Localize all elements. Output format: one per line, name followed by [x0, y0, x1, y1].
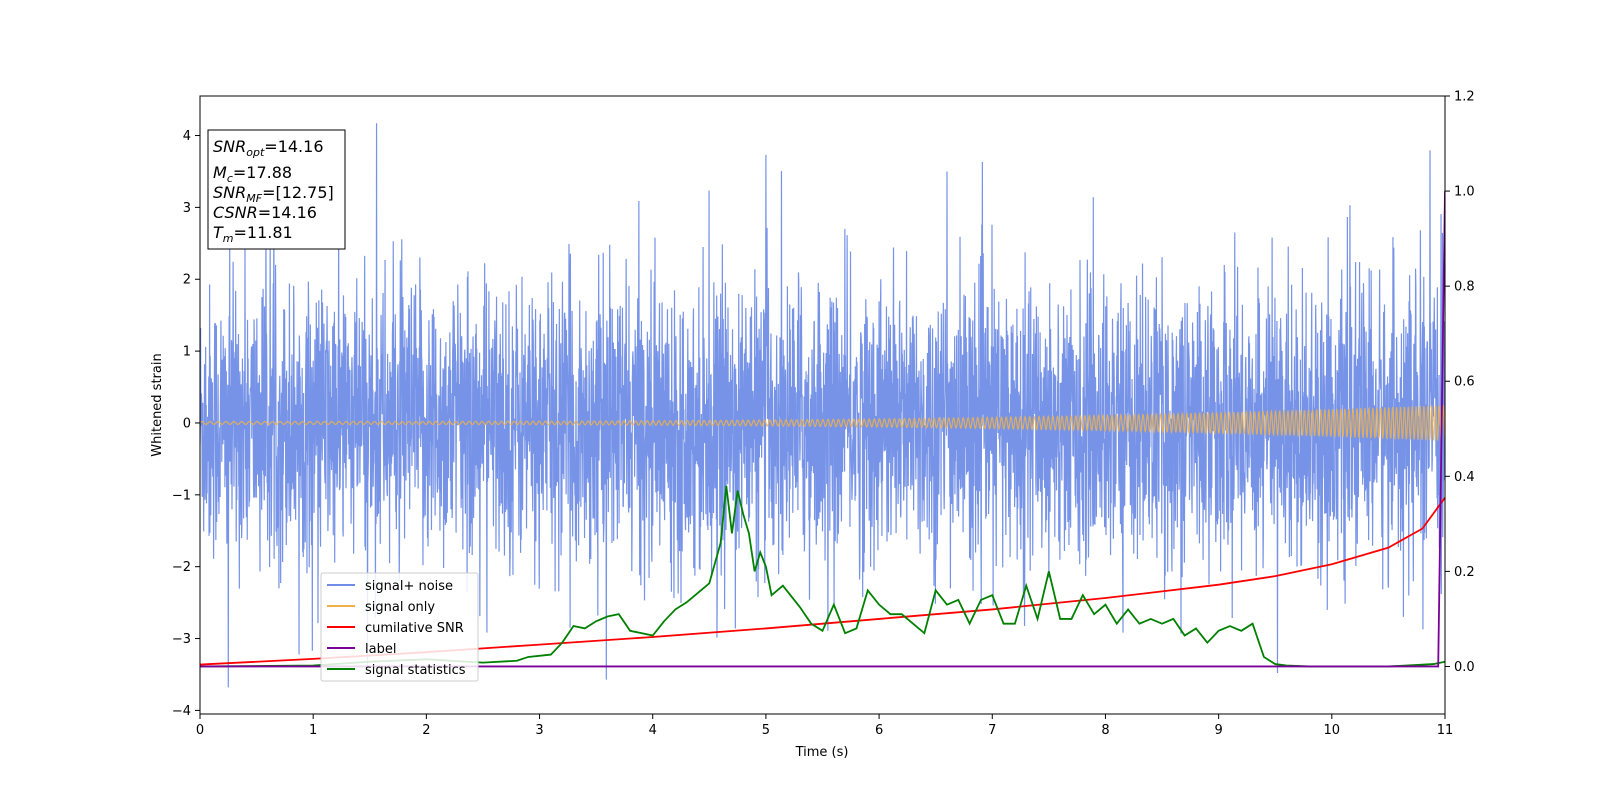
stats-csnr-symbol: CSNR	[213, 203, 258, 222]
stats-snr-mf: SNRMF=[12.75]	[213, 183, 334, 205]
y-tick-label: 1	[183, 345, 191, 360]
legend-item-signal-only: signal only	[327, 600, 435, 615]
stats-tm-symbol: T	[213, 223, 224, 242]
y2-tick-label: 0.0	[1454, 660, 1475, 675]
x-tick-label: 4	[649, 723, 657, 738]
y-tick-label: −1	[172, 488, 191, 503]
y2-tick-label: 0.2	[1454, 565, 1475, 580]
stats-csnr-value: =14.16	[258, 203, 317, 222]
y-tick-label: 3	[183, 201, 191, 216]
y2-tick-label: 1.2	[1454, 90, 1475, 105]
y-tick-label: 2	[183, 273, 191, 288]
legend-item-cumilative-snr: cumilative SNR	[327, 621, 464, 636]
stats-mc-value: =17.88	[233, 163, 292, 182]
series-signal-noise-line	[200, 123, 1445, 688]
legend-label-label: label	[365, 642, 396, 657]
legend-item-label: label	[327, 642, 396, 657]
stats-snr-mf-value: =[12.75]	[262, 183, 334, 202]
legend-item-signal-statistics: signal statistics	[327, 663, 466, 678]
axes-frame	[199, 95, 1446, 715]
x-tick-label: 6	[875, 723, 883, 738]
stats-snr-mf-symbol: SNR	[213, 183, 246, 202]
y-tick-label: −4	[172, 704, 191, 719]
y-tick-label: −2	[172, 560, 191, 575]
stats-mc-sub: c	[227, 172, 233, 185]
stats-snr-opt-sub: opt	[246, 146, 265, 159]
x-tick-label: 10	[1324, 723, 1341, 738]
y2-tick-label: 1.0	[1454, 185, 1475, 200]
axis-ticks: 0 1 2 3 4 5 6 7 8 9 10 11 −4 −3 −2 −1 0 1 2 3 4 0.0 0.2 0.4 0.6 0…	[172, 90, 1475, 739]
x-tick-label: 2	[422, 723, 430, 738]
y-axis-label: Whitened strain	[150, 353, 165, 456]
stats-snr-opt: SNRopt=14.16	[213, 137, 324, 159]
stats-csnr: CSNR=14.16	[213, 203, 317, 222]
legend-label-signal-noise: signal+ noise	[365, 579, 453, 594]
legend-label-signal-statistics: signal statistics	[365, 663, 466, 678]
stats-snr-opt-value: =14.16	[264, 137, 323, 156]
legend-label-cumilative-snr: cumilative SNR	[365, 621, 464, 636]
stats-snr-mf-sub: MF	[246, 192, 262, 205]
stats-tm-value: =11.81	[234, 223, 293, 242]
series-signal-statistics-line	[200, 485, 1445, 668]
stats-tm: Tm=11.81	[213, 223, 293, 245]
stats-mc: Mc=17.88	[213, 163, 292, 185]
x-tick-label: 8	[1101, 723, 1109, 738]
x-axis-label: Time (s)	[795, 745, 849, 760]
x-tick-label: 0	[196, 723, 204, 738]
y2-tick-label: 0.8	[1454, 280, 1475, 295]
legend-item-signal-noise: signal+ noise	[327, 579, 453, 594]
stats-snr-opt-symbol: SNR	[213, 137, 246, 156]
x-tick-label: 9	[1214, 723, 1222, 738]
y2-tick-label: 0.4	[1454, 470, 1475, 485]
x-tick-label: 7	[988, 723, 996, 738]
series-signal-only-line	[200, 404, 1445, 442]
x-tick-label: 3	[535, 723, 543, 738]
stats-box: SNRopt=14.16 Mc=17.88 SNRMF=[12.75] CSNR…	[207, 129, 346, 250]
stats-tm-sub: m	[223, 232, 234, 245]
y-tick-label: 4	[183, 129, 191, 144]
y-tick-label: 0	[183, 416, 191, 431]
series-label-line	[200, 191, 1445, 668]
y-tick-label: −3	[172, 632, 191, 647]
x-tick-label: 11	[1437, 723, 1454, 738]
stats-mc-symbol: M	[213, 163, 227, 182]
legend: signal+ noise signal only cumilative SNR…	[320, 572, 479, 682]
x-tick-label: 5	[762, 723, 770, 738]
stats-box-frame	[207, 129, 346, 250]
x-tick-label: 1	[309, 723, 317, 738]
legend-frame	[320, 572, 479, 682]
y2-tick-label: 0.6	[1454, 375, 1475, 390]
legend-label-signal-only: signal only	[365, 600, 435, 615]
